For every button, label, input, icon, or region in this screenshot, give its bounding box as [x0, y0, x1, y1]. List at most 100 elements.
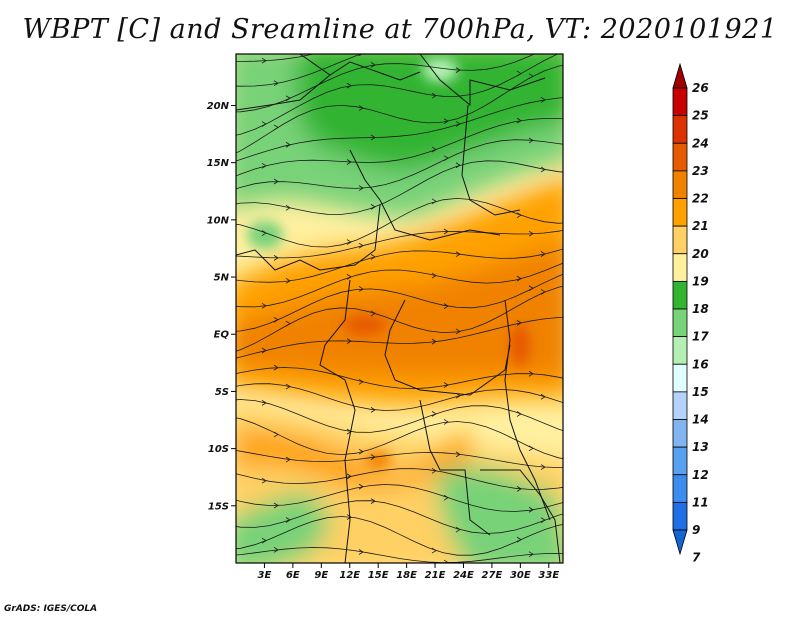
colorbar-swatch	[672, 419, 688, 448]
streamline	[236, 468, 563, 490]
streamline-arrow	[273, 124, 279, 131]
streamline	[236, 229, 563, 259]
streamline-arrow	[346, 274, 352, 280]
wbpt-field	[236, 15, 563, 563]
streamline	[236, 383, 563, 411]
map-frame	[235, 53, 564, 564]
streamline-arrow	[516, 117, 522, 124]
colorbar-swatch	[672, 87, 688, 117]
streamline-arrow	[370, 254, 376, 260]
streamline-arrow	[358, 378, 364, 385]
streamline	[236, 516, 563, 556]
streamline-arrow	[516, 275, 522, 282]
colorbar-swatch	[672, 225, 688, 255]
streamline-arrow	[273, 502, 279, 509]
colorbar-label: 16	[692, 357, 709, 371]
streamline-arrow	[540, 96, 546, 103]
colorbar-label: 14	[692, 413, 709, 427]
streamline-arrow	[273, 364, 279, 371]
colorbar-swatch	[672, 280, 688, 310]
streamline-arrow	[285, 141, 291, 148]
colorbar-label: 20	[692, 247, 709, 261]
streamline	[236, 160, 563, 215]
streamline-arrow	[455, 121, 461, 127]
streamline-arrow	[443, 494, 449, 501]
streamline	[236, 285, 563, 352]
streamline-arrow	[285, 95, 291, 102]
streamline-arrow	[285, 383, 291, 390]
lat-label: 15N	[207, 158, 230, 169]
colorbar-swatch	[672, 308, 688, 338]
colorbar-label: 7	[692, 551, 701, 565]
streamline-arrow	[431, 467, 437, 474]
colorbar-label: 21	[692, 219, 709, 233]
colorbar-label: 12	[692, 468, 709, 482]
streamline	[236, 248, 563, 283]
streamline-arrow	[273, 255, 279, 261]
streamline-arrow	[358, 483, 364, 490]
streamline	[236, 54, 536, 113]
streamline-arrow	[443, 155, 449, 162]
streamline-arrow	[517, 15, 521, 20]
streamline	[236, 367, 563, 390]
streamline-arrow	[528, 506, 534, 513]
streamline-arrow	[370, 454, 376, 460]
colorbar: 26 25 24 23 22 21 20 19 18 17 16 15 14 13 12 11 9 7	[672, 62, 709, 565]
grads-credit: GrADS: IGES/COLA	[4, 604, 98, 614]
streamline-arrow	[273, 546, 279, 553]
streamline-arrow	[443, 118, 449, 124]
streamline	[236, 64, 563, 154]
streamline-arrow	[431, 92, 437, 99]
streamline	[236, 547, 563, 563]
colorbar-swatch	[672, 363, 688, 393]
colorbar-label: 19	[692, 274, 709, 288]
streamline-arrow	[273, 431, 279, 438]
colorbar-swatch	[672, 391, 688, 420]
streamline-arrow	[455, 67, 461, 73]
map-axes: 20N 15N 10N 5N EQ 5S 10S 15S 3E 6E 9E 12E 15E 18E 21E 2…	[207, 101, 560, 581]
streamline-arrow	[529, 35, 533, 40]
streamline-arrow	[370, 310, 376, 317]
streamline-arrow	[528, 230, 534, 237]
streamline-arrow	[358, 105, 364, 111]
streamline-arrow	[516, 320, 522, 326]
streamline-arrow	[528, 285, 534, 292]
colorbar-swatch	[672, 115, 688, 144]
colorbar-swatch	[672, 142, 688, 172]
streamline-arrow	[516, 411, 522, 417]
streamline-arrow	[347, 40, 351, 45]
colorbar-label: 18	[692, 302, 709, 316]
streamline-arrow	[358, 242, 364, 249]
streamline-arrow	[528, 370, 534, 377]
colorbar-swatch	[672, 253, 688, 282]
lon-label: 21E	[425, 570, 446, 581]
streamline-arrow	[455, 328, 461, 335]
country-borders	[236, 54, 561, 563]
streamline-arrow	[540, 289, 546, 295]
streamline-arrow	[528, 445, 534, 452]
streamline-arrow	[285, 456, 291, 463]
streamline-arrow	[455, 251, 461, 258]
lon-label: 27E	[482, 570, 503, 581]
streamline-arrow	[431, 146, 437, 153]
lat-label: 15S	[208, 501, 229, 512]
streamline-arrow	[370, 134, 376, 141]
streamline-arrow	[455, 526, 461, 533]
streamline-arrow	[285, 204, 291, 211]
streamline-arrow	[261, 230, 267, 236]
lat-label: EQ	[214, 330, 230, 341]
colorbar-label: 11	[692, 495, 709, 509]
streamline-arrow	[455, 162, 461, 169]
colorbar-label: 26	[692, 81, 709, 95]
streamline-arrow	[516, 536, 522, 543]
lon-label: 12E	[339, 570, 360, 581]
streamline-arrow	[431, 338, 437, 345]
streamline-arrow	[370, 498, 376, 504]
streamline-arrow	[516, 486, 522, 492]
colorbar-swatch	[672, 336, 688, 365]
streamline-arrow	[358, 448, 364, 455]
streamline-arrow	[443, 382, 449, 388]
colorbar-swatch	[672, 501, 688, 531]
colorbar-label: 17	[692, 330, 709, 344]
streamline-arrow	[431, 198, 437, 205]
